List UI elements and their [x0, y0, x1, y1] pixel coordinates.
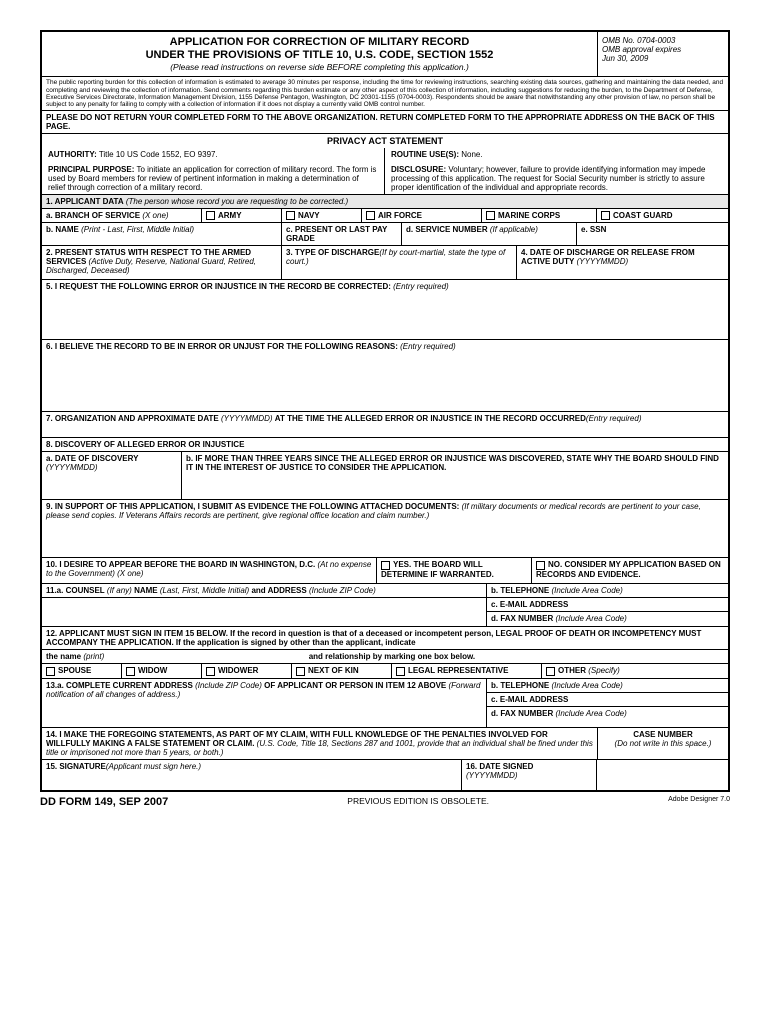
s4-field[interactable]: 4. DATE OF DISCHARGE OR RELEASE FROM ACT…: [517, 246, 728, 279]
s10-yes[interactable]: YES. THE BOARD WILL DETERMINE IF WARRANT…: [377, 558, 532, 583]
s10-label: 10. I DESIRE TO APPEAR BEFORE THE BOARD …: [42, 558, 377, 583]
s12-rel-row: SPOUSE WIDOW WIDOWER NEXT OF KIN LEGAL R…: [42, 664, 728, 678]
branch-mc[interactable]: MARINE CORPS: [482, 209, 597, 222]
rel-spouse[interactable]: SPOUSE: [42, 664, 122, 677]
form-container: APPLICATION FOR CORRECTION OF MILITARY R…: [40, 30, 730, 792]
s11b-field[interactable]: b. TELEPHONE (Include Area Code): [487, 584, 728, 598]
s13a-field[interactable]: 13.a. COMPLETE CURRENT ADDRESS (Include …: [42, 679, 487, 727]
s10-row: 10. I DESIRE TO APPEAR BEFORE THE BOARD …: [42, 558, 728, 584]
branch-navy[interactable]: NAVY: [282, 209, 362, 222]
rel-widower[interactable]: WIDOWER: [202, 664, 292, 677]
rel-widow[interactable]: WIDOW: [122, 664, 202, 677]
obsolete-note: PREVIOUS EDITION IS OBSOLETE.: [347, 796, 489, 808]
auth-text: Title 10 US Code 1552, EO 9397.: [99, 150, 218, 159]
s12-label: 12. APPLICANT MUST SIGN IN ITEM 15 BELOW…: [42, 627, 728, 650]
privacy-title: PRIVACY ACT STATEMENT: [42, 134, 728, 148]
s13d-field[interactable]: d. FAX NUMBER (Include Area Code): [487, 707, 728, 721]
s13-row: 13.a. COMPLETE CURRENT ADDRESS (Include …: [42, 679, 728, 728]
burden-statement: The public reporting burden for this col…: [42, 77, 728, 111]
omb-block: OMB No. 0704-0003 OMB approval expires J…: [598, 32, 728, 76]
rel-nok[interactable]: NEXT OF KIN: [292, 664, 392, 677]
title-line1: APPLICATION FOR CORRECTION OF MILITARY R…: [46, 36, 593, 49]
ssn-field[interactable]: e. SSN: [577, 223, 728, 245]
form-id: DD FORM 149, SEP 2007: [40, 796, 168, 808]
branch-army[interactable]: ARMY: [202, 209, 282, 222]
s10-no[interactable]: NO. CONSIDER MY APPLICATION BASED ON REC…: [532, 558, 728, 583]
s14-row: 14. I MAKE THE FOREGOING STATEMENTS, AS …: [42, 728, 728, 760]
s14-text: 14. I MAKE THE FOREGOING STATEMENTS, AS …: [42, 728, 598, 759]
s11-row: 11.a. COUNSEL (If any) NAME (Last, First…: [42, 584, 728, 627]
omb-exp: OMB approval expires: [602, 45, 724, 54]
omb-no: OMB No. 0704-0003: [602, 36, 724, 45]
svc-field[interactable]: d. SERVICE NUMBER (If applicable): [402, 223, 577, 245]
privacy-row: AUTHORITY: Title 10 US Code 1552, EO 939…: [42, 148, 728, 195]
name-row: b. NAME (Print - Last, First, Middle Ini…: [42, 223, 728, 246]
privacy-left: AUTHORITY: Title 10 US Code 1552, EO 939…: [42, 148, 385, 194]
s3-field[interactable]: 3. TYPE OF DISCHARGE(If by court-martial…: [282, 246, 517, 279]
sig-row: 15. SIGNATURE(Applicant must sign here.)…: [42, 760, 728, 790]
s9-field[interactable]: 9. IN SUPPORT OF THIS APPLICATION, I SUB…: [42, 500, 728, 558]
case-space: [597, 760, 728, 790]
branch-row: a. BRANCH OF SERVICE (X one) ARMY NAVY A…: [42, 209, 728, 223]
rel-other[interactable]: OTHER (Specify): [542, 664, 728, 677]
s15-field[interactable]: 15. SIGNATURE(Applicant must sign here.): [42, 760, 462, 790]
s13c-field[interactable]: c. E-MAIL ADDRESS: [487, 693, 728, 707]
branch-cg[interactable]: COAST GUARD: [597, 209, 728, 222]
s11c-field[interactable]: c. E-MAIL ADDRESS: [487, 598, 728, 612]
disclosure-label: DISCLOSURE:: [391, 165, 446, 174]
s11a-field[interactable]: 11.a. COUNSEL (If any) NAME (Last, First…: [42, 584, 487, 626]
s8a-field[interactable]: a. DATE OF DISCOVERY(YYYYMMDD): [42, 452, 182, 499]
title-line2: UNDER THE PROVISIONS OF TITLE 10, U.S. C…: [46, 49, 593, 62]
routine-text: None.: [461, 150, 482, 159]
s13b-field[interactable]: b. TELEPHONE (Include Area Code): [487, 679, 728, 693]
s16-field[interactable]: 16. DATE SIGNED(YYYYMMDD): [462, 760, 597, 790]
case-number: CASE NUMBER(Do not write in this space.): [598, 728, 728, 759]
title-instr: (Please read instructions on reverse sid…: [46, 62, 593, 72]
grade-field[interactable]: c. PRESENT OR LAST PAY GRADE: [282, 223, 402, 245]
rel-legal[interactable]: LEGAL REPRESENTATIVE: [392, 664, 542, 677]
s234-row: 2. PRESENT STATUS WITH RESPECT TO THE AR…: [42, 246, 728, 280]
designer-note: Adobe Designer 7.0: [668, 796, 730, 808]
branch-af[interactable]: AIR FORCE: [362, 209, 482, 222]
s8b-field[interactable]: b. IF MORE THAN THREE YEARS SINCE THE AL…: [182, 452, 728, 499]
title-row: APPLICATION FOR CORRECTION OF MILITARY R…: [42, 32, 728, 77]
purpose-label: PRINCIPAL PURPOSE:: [48, 165, 134, 174]
s8-title: 8. DISCOVERY OF ALLEGED ERROR OR INJUSTI…: [42, 438, 728, 452]
s1-title: 1. APPLICANT DATA (The person whose reco…: [42, 195, 728, 209]
s12-name-field[interactable]: the name (print) and relationship by mar…: [42, 650, 728, 663]
name-field[interactable]: b. NAME (Print - Last, First, Middle Ini…: [42, 223, 282, 245]
title-left: APPLICATION FOR CORRECTION OF MILITARY R…: [42, 32, 598, 76]
privacy-right: ROUTINE USE(S): None. DISCLOSURE: Volunt…: [385, 148, 728, 194]
s6-field[interactable]: 6. I BELIEVE THE RECORD TO BE IN ERROR O…: [42, 340, 728, 412]
return-note: PLEASE DO NOT RETURN YOUR COMPLETED FORM…: [42, 111, 728, 134]
footer: DD FORM 149, SEP 2007 PREVIOUS EDITION I…: [40, 792, 730, 808]
s12-name-row: the name (print) and relationship by mar…: [42, 650, 728, 664]
omb-date: Jun 30, 2009: [602, 54, 724, 63]
auth-label: AUTHORITY:: [48, 150, 97, 159]
s11d-field[interactable]: d. FAX NUMBER (Include Area Code): [487, 612, 728, 626]
s2-field[interactable]: 2. PRESENT STATUS WITH RESPECT TO THE AR…: [42, 246, 282, 279]
s8-row: a. DATE OF DISCOVERY(YYYYMMDD) b. IF MOR…: [42, 452, 728, 500]
s5-field[interactable]: 5. I REQUEST THE FOLLOWING ERROR OR INJU…: [42, 280, 728, 340]
routine-label: ROUTINE USE(S):: [391, 150, 459, 159]
s7-field[interactable]: 7. ORGANIZATION AND APPROXIMATE DATE (YY…: [42, 412, 728, 438]
